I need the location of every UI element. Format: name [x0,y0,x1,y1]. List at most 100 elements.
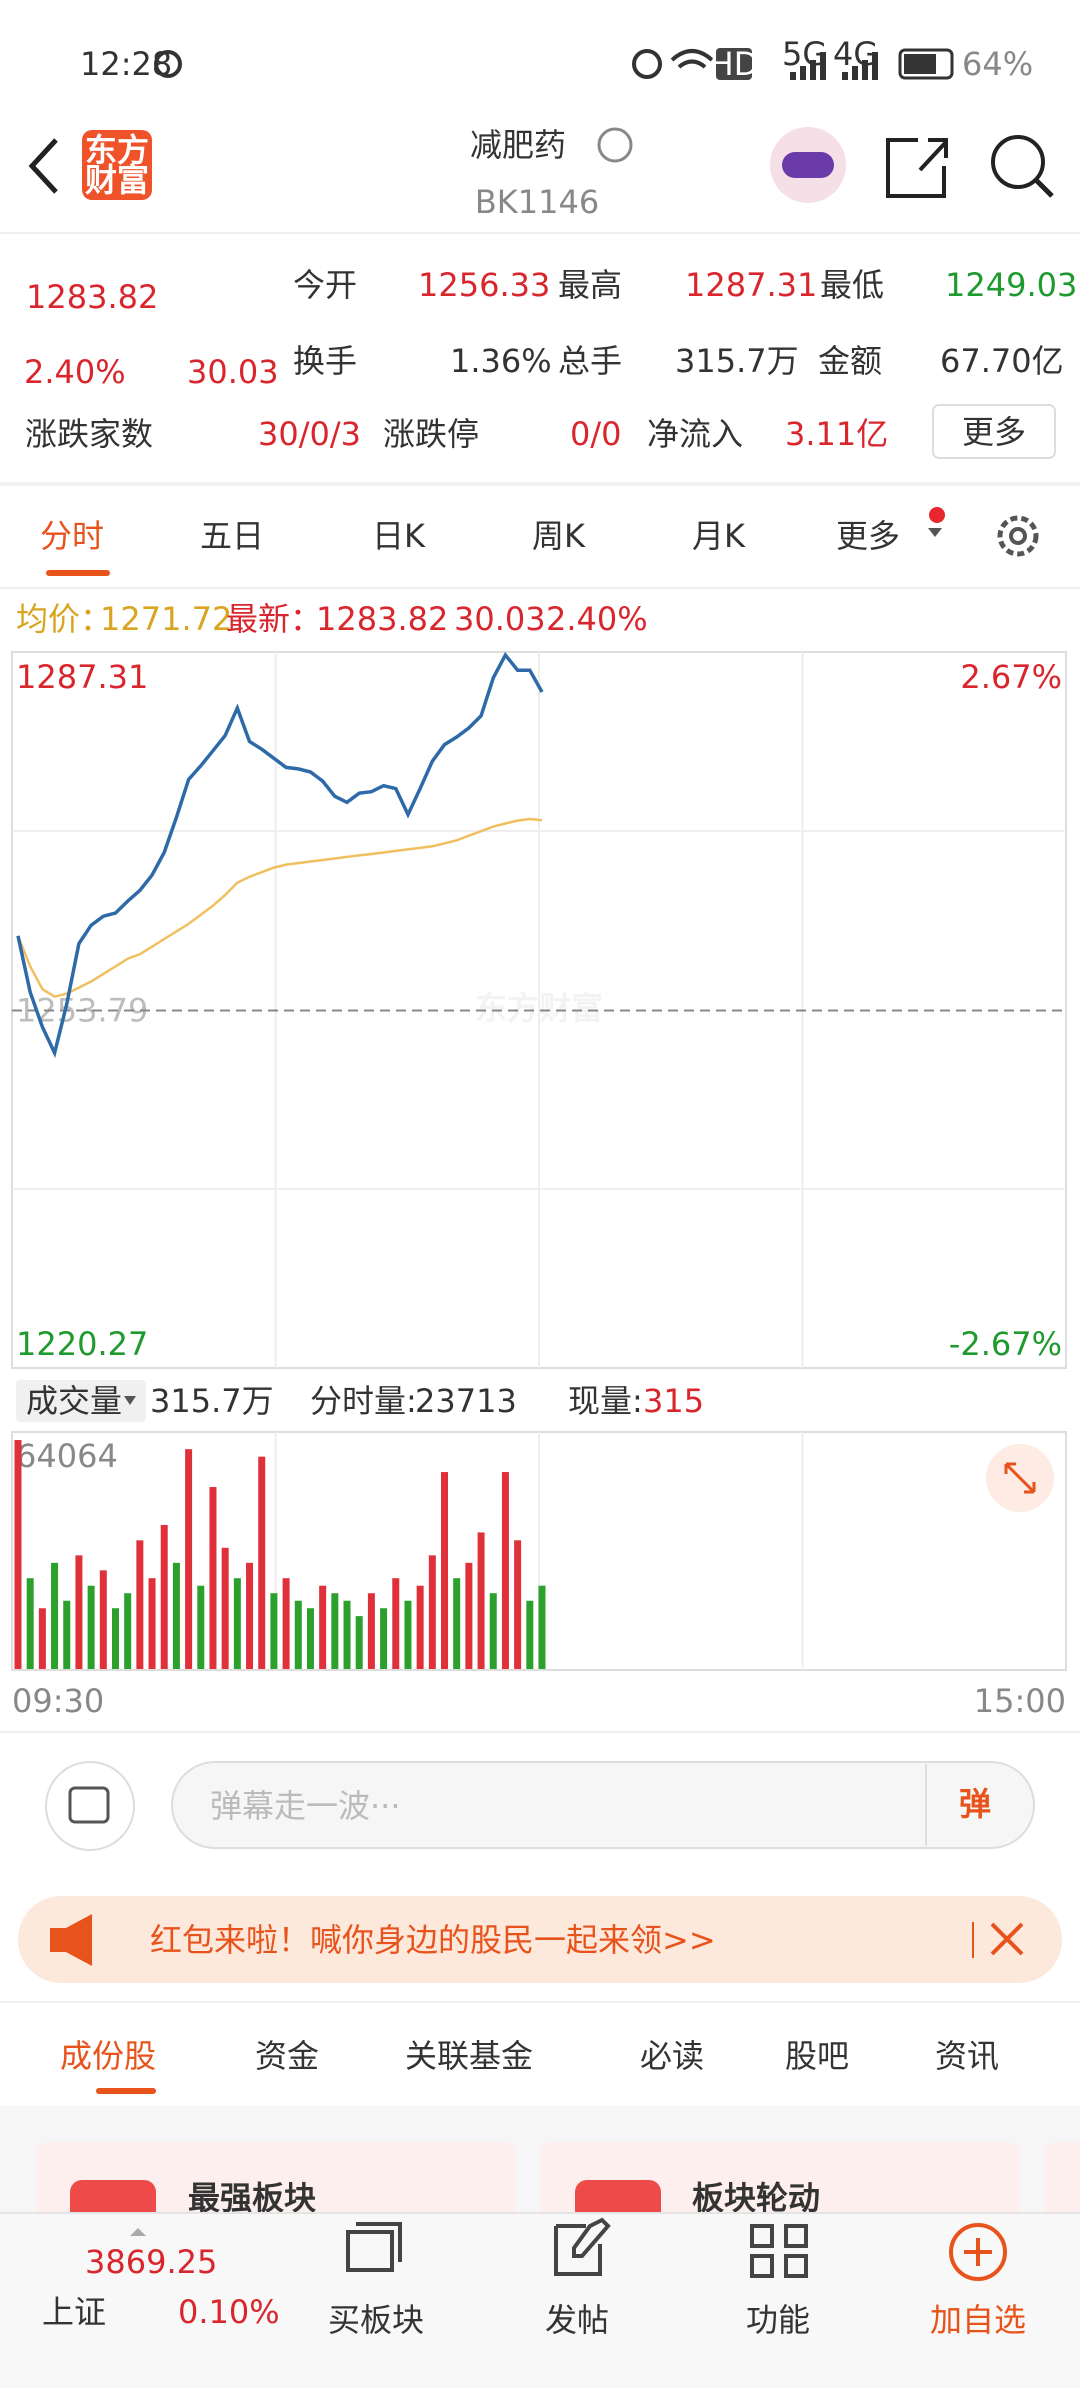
volume-bar [63,1600,71,1669]
buy-board-icon [346,2222,402,2272]
signal-2 [842,52,878,80]
add-watch-icon [949,2223,1007,2281]
volume-bar [404,1600,412,1669]
stat-label: 涨跌家数 [25,415,153,453]
period-tab[interactable]: 月K [692,517,746,555]
stat-value: 1249.03 [945,266,1077,304]
volume-selector-label[interactable]: 成交量 [26,1382,122,1420]
card-title[interactable]: 最强板块 [188,2179,316,2217]
content-tab[interactable]: 成份股 [60,2037,156,2075]
signal-1 [790,52,826,80]
stat-label: 今开 [293,266,357,304]
period-tab[interactable]: 周K [532,517,586,555]
stat-value: 1.36% [450,342,552,380]
change-pct: 2.40% [24,353,126,391]
divider [0,1731,1080,1733]
divider [0,2001,1080,2003]
content-tab[interactable]: 资讯 [935,2037,999,2075]
settings-button[interactable] [997,515,1039,557]
comment-placeholder[interactable]: 弹幕走一波··· [210,1787,401,1825]
minute-volume: 23713 [415,1382,517,1420]
index-name[interactable]: 上证 [42,2293,106,2331]
volume-bar [392,1578,400,1669]
volume-bar [367,1593,375,1669]
battery-icon [898,48,954,80]
tab-underline [96,2088,156,2094]
bottom-nav [0,2212,1080,2388]
nav-label[interactable]: 功能 [746,2301,810,2339]
volume-bar [489,1593,497,1669]
index-arrow [130,2228,146,2236]
time-start: 09:30 [12,1682,104,1720]
settings-hub [1009,527,1027,545]
page-title: 减肥药 [470,126,566,164]
stat-value: 315.7万 [675,342,799,380]
content-tab[interactable]: 必读 [640,2037,704,2075]
watermark: 东方财富 [475,989,603,1027]
current-volume: 315 [643,1382,704,1420]
info-icon[interactable] [597,127,633,163]
back-button[interactable] [28,138,58,194]
red-packet-banner[interactable] [18,1896,1062,1983]
comment-input[interactable] [171,1761,1035,1849]
volume-bar [75,1555,83,1669]
dropdown-arrow [928,528,942,537]
volume-bar [416,1585,424,1669]
volume-bar [14,1440,22,1669]
content-tabs: 成份股 资金 关联基金 必读 股吧 资讯 [60,2037,999,2075]
divider [0,482,1080,486]
hd-label: HD [710,45,759,83]
alarm-icon [632,49,662,79]
add-watch-plus [964,2238,992,2266]
volume-bar [306,1608,314,1669]
note-icon [68,1786,110,1824]
more-button[interactable] [932,404,1056,459]
divider [0,232,1080,234]
card-title[interactable]: 板块轮动 [692,2179,820,2217]
nav-label[interactable]: 加自选 [930,2301,1026,2339]
latest-value: 1283.82 [316,600,448,638]
avg-line [16,817,543,999]
y-tick-label: 1220.27 [16,1325,148,1363]
share-button[interactable] [886,138,948,198]
period-tab[interactable]: 更多 [836,517,900,555]
period-tab[interactable]: 日K [372,517,426,555]
volume-bar [221,1547,229,1669]
banner-text[interactable]: 红包来啦！喊你身边的股民一起来领>> [150,1921,716,1959]
content-tab[interactable]: 关联基金 [405,2037,533,2075]
y-tick-label: 64064 [16,1437,118,1475]
nav-label[interactable]: 发帖 [545,2301,609,2339]
banner-close[interactable] [990,1922,1024,1956]
period-tab[interactable]: 分时 [40,517,104,555]
content-tab[interactable]: 资金 [255,2037,319,2075]
period-tab[interactable]: 五日 [200,517,264,555]
volume-bar [501,1472,509,1669]
stat-value: 0/0 [570,415,622,453]
volume-bar [343,1600,351,1669]
avg-value: 1271.72 [100,600,232,638]
content-tab[interactable]: 股吧 [785,2037,849,2075]
latest-label: 最新： [226,600,322,638]
nav-label[interactable]: 买板块 [328,2301,424,2339]
function-icon [750,2224,808,2278]
volume-bar [160,1524,168,1669]
search-handle [1034,178,1054,198]
divider [0,587,1080,589]
volume-bar [136,1540,144,1669]
danmaku-button[interactable]: 弹 [959,1785,991,1823]
volume-bar [441,1472,449,1669]
note-button[interactable] [45,1761,135,1851]
volume-bar [319,1585,327,1669]
post-icon [554,2217,611,2276]
more-button-label[interactable]: 更多 [962,413,1026,451]
volume-selector[interactable] [16,1380,146,1422]
index-value[interactable]: 3869.25 [85,2243,217,2281]
latest-change: 30.03 [454,600,546,638]
volume-bar [185,1449,193,1669]
index-pct[interactable]: 0.10% [178,2293,280,2331]
logo-text: 财富 [85,161,149,199]
volume-bar [514,1540,522,1669]
search-button[interactable] [991,135,1045,189]
